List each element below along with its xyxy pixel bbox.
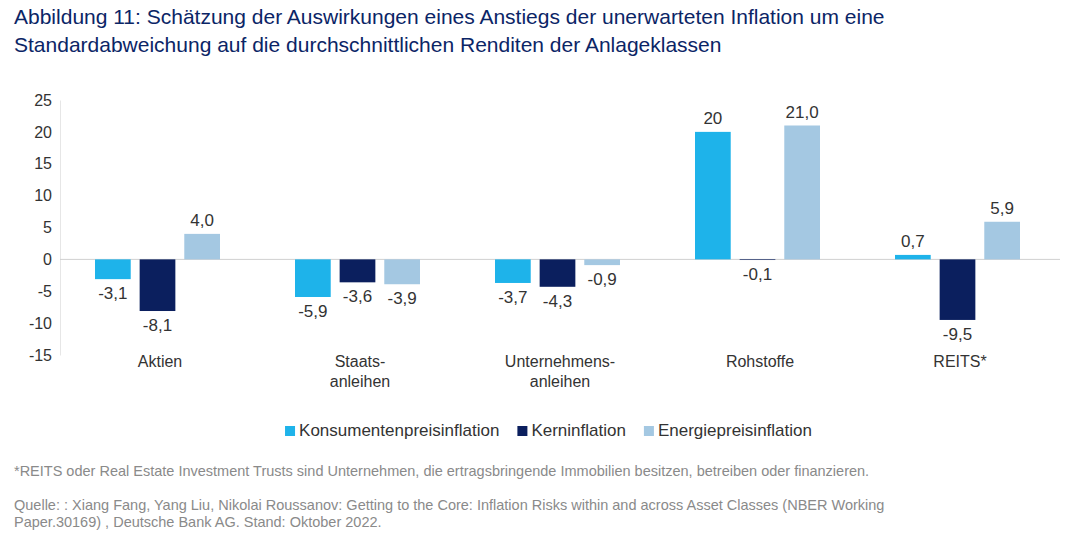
y-tick: 10 <box>34 187 60 204</box>
chart: Abbildung 11: Schätzung der Auswirkungen… <box>0 0 1077 540</box>
legend: Konsumentenpreisinflation Kerninflation En… <box>285 421 812 440</box>
title: Abbildung 11: Schätzung der Auswirkungen… <box>14 5 885 56</box>
legend-item: Kerninflation <box>517 421 626 440</box>
data-label: -5,9 <box>298 302 327 321</box>
x-tick-label-line: Aktien <box>138 353 182 370</box>
data-label: -9,5 <box>943 325 972 344</box>
y-tick-label: 20 <box>34 123 52 140</box>
bar <box>384 259 420 284</box>
x-tick-label: Unternehmens-anleihen <box>505 353 615 390</box>
data-label: 21,0 <box>786 103 819 122</box>
data-label: -3,9 <box>387 289 416 308</box>
data-label: -0,9 <box>587 270 616 289</box>
legend-label: Energiepreisinflation <box>658 421 812 440</box>
x-tick-label: Staats-anleihen <box>330 353 391 390</box>
bar <box>784 126 820 260</box>
bar <box>695 132 731 260</box>
legend-label: Konsumentenpreisinflation <box>299 421 499 440</box>
data-label: 20 <box>703 109 722 128</box>
x-tick-label-line: REITS* <box>933 353 986 370</box>
bars <box>95 126 1020 320</box>
source-line: Paper.30169) , Deutsche Bank AG. Stand: … <box>14 514 382 530</box>
bar <box>895 255 931 259</box>
data-labels: -3,1 -5,9 -3,7 20 0,7 -8,1 -3,6 -4,3 -0,1 -9,5 4,0… <box>98 103 1014 344</box>
x-tick: Unternehmens-anleihen <box>505 353 615 390</box>
bar <box>540 259 576 286</box>
bar <box>495 259 531 283</box>
y-tick-label: 0 <box>43 251 52 268</box>
data-label: -8,1 <box>143 316 172 335</box>
bar <box>340 259 376 282</box>
title-line: Standardabweichung auf die durchschnittl… <box>14 33 721 56</box>
y-tick-label: 5 <box>43 219 52 236</box>
x-tick-label-line: Unternehmens- <box>505 353 615 370</box>
legend-swatch <box>285 426 295 436</box>
title-line: Abbildung 11: Schätzung der Auswirkungen… <box>14 5 885 28</box>
x-tick-label-line: Rohstoffe <box>726 353 794 370</box>
data-label: -0,1 <box>743 265 772 284</box>
y-tick: -10 <box>29 315 60 332</box>
bar <box>940 259 976 320</box>
bar <box>184 234 220 260</box>
bar <box>984 222 1020 260</box>
y-tick-label: -15 <box>29 347 52 364</box>
x-tick: Aktien <box>138 353 182 370</box>
x-tick: Staats-anleihen <box>330 353 391 390</box>
footnote: *REITS oder Real Estate Investment Trust… <box>14 463 869 479</box>
source-line: Quelle: : Xiang Fang, Yang Liu, Nikolai … <box>14 497 884 513</box>
y-tick: 25 <box>34 92 60 109</box>
bar <box>95 259 131 279</box>
data-label: -3,7 <box>498 288 527 307</box>
y-tick-label: -5 <box>38 283 52 300</box>
x-tick-label-line: anleihen <box>330 373 391 390</box>
legend-item: Energiepreisinflation <box>644 421 812 440</box>
x-tick-label: Rohstoffe <box>726 353 794 370</box>
y-tick: 15 <box>34 155 60 172</box>
bar <box>740 259 776 261</box>
y-tick: 0 <box>43 251 60 268</box>
y-tick: -5 <box>38 283 60 300</box>
data-label: 5,9 <box>990 199 1014 218</box>
x-tick: Rohstoffe <box>726 353 794 370</box>
y-tick-label: 15 <box>34 155 52 172</box>
data-label: -4,3 <box>543 292 572 311</box>
x-tick-label-line: Staats- <box>335 353 386 370</box>
x-tick-label: REITS* <box>933 353 986 370</box>
bar <box>295 259 331 297</box>
legend-label: Kerninflation <box>531 421 626 440</box>
y-tick: 5 <box>43 219 60 236</box>
bar <box>140 259 176 311</box>
y-tick-label: 25 <box>34 92 52 109</box>
data-label: 4,0 <box>190 211 214 230</box>
x-tick-label-line: anleihen <box>530 373 591 390</box>
notes: *REITS oder Real Estate Investment Trust… <box>14 463 884 530</box>
x-axis: AktienStaats-anleihenUnternehmens-anleih… <box>138 353 987 390</box>
y-axis-line <box>60 101 61 356</box>
bar <box>584 259 620 265</box>
legend-swatch <box>644 426 654 436</box>
legend-swatch <box>517 426 527 436</box>
x-tick-label: Aktien <box>138 353 182 370</box>
y-tick-label: -10 <box>29 315 52 332</box>
data-label: -3,1 <box>98 284 127 303</box>
legend-item: Konsumentenpreisinflation <box>285 421 499 440</box>
data-label: -3,6 <box>343 287 372 306</box>
y-tick: -15 <box>29 347 60 364</box>
y-tick-label: 10 <box>34 187 52 204</box>
y-tick: 20 <box>34 123 60 140</box>
y-axis: -15 -10 -5 0 5 10 15 20 25 <box>29 92 61 364</box>
x-tick: REITS* <box>933 353 986 370</box>
data-label: 0,7 <box>901 232 925 251</box>
